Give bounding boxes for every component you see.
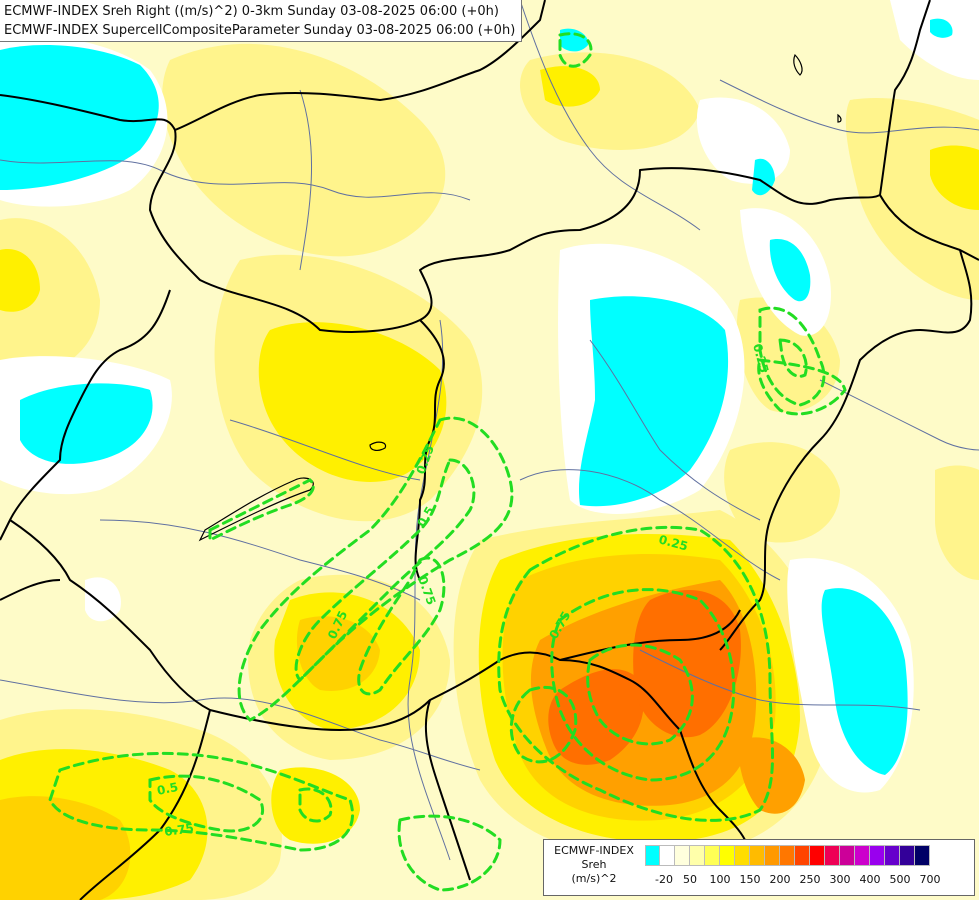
rivers xyxy=(0,0,979,861)
legend-swatch xyxy=(675,845,690,866)
shade-cyan xyxy=(0,18,953,775)
legend-tick-label: 100 xyxy=(709,873,731,886)
title-line-1: ECMWF-INDEX Sreh Right ((m/s)^2) 0-3km S… xyxy=(4,4,499,19)
legend-swatch xyxy=(900,845,915,866)
legend-swatch xyxy=(915,845,930,866)
contour-label: 0.75 xyxy=(163,821,194,839)
legend-swatch xyxy=(885,845,900,866)
legend-name-line2: Sreh xyxy=(581,858,607,871)
legend-tick-label: 250 xyxy=(799,873,821,886)
legend-swatch xyxy=(645,845,660,866)
legend-tick-label: 700 xyxy=(919,873,941,886)
title-line-2: ECMWF-INDEX SupercellCompositeParameter … xyxy=(4,23,516,38)
legend-swatch xyxy=(720,845,735,866)
map-title: ECMWF-INDEX Sreh Right ((m/s)^2) 0-3km S… xyxy=(0,0,522,42)
legend-swatch xyxy=(855,845,870,866)
legend-unit: (m/s)^2 xyxy=(571,872,617,885)
shade-dark-orange xyxy=(548,590,741,765)
legend-swatch xyxy=(705,845,720,866)
legend-tick-label: 400 xyxy=(859,873,881,886)
legend-swatch xyxy=(825,845,840,866)
legend-tick-label: 150 xyxy=(739,873,761,886)
legend-swatch xyxy=(780,845,795,866)
legend-name: ECMWF-INDEX Sreh (m/s)^2 xyxy=(548,844,640,886)
color-legend: ECMWF-INDEX Sreh (m/s)^2 -20 50 100 150 200 2… xyxy=(543,839,975,896)
legend-swatch xyxy=(870,845,885,866)
legend-swatch xyxy=(750,845,765,866)
legend-swatches xyxy=(645,845,930,866)
legend-name-line1: ECMWF-INDEX xyxy=(554,844,634,857)
contour-label: 0.5 xyxy=(156,780,180,798)
scp-contours xyxy=(48,32,847,892)
legend-swatch xyxy=(660,845,675,866)
legend-swatch xyxy=(810,845,825,866)
legend-tick-label: 200 xyxy=(769,873,791,886)
legend-tick-label: 50 xyxy=(683,873,697,886)
legend-swatch xyxy=(765,845,780,866)
legend-swatch xyxy=(690,845,705,866)
legend-tick-label: 500 xyxy=(889,873,911,886)
legend-swatch xyxy=(840,845,855,866)
legend-ticks: -20 50 100 150 200 250 300 400 500 700 xyxy=(645,873,970,887)
legend-tick-label: 300 xyxy=(829,873,851,886)
legend-swatch xyxy=(795,845,810,866)
legend-swatch xyxy=(735,845,750,866)
legend-tick-label: -20 xyxy=(655,873,673,886)
